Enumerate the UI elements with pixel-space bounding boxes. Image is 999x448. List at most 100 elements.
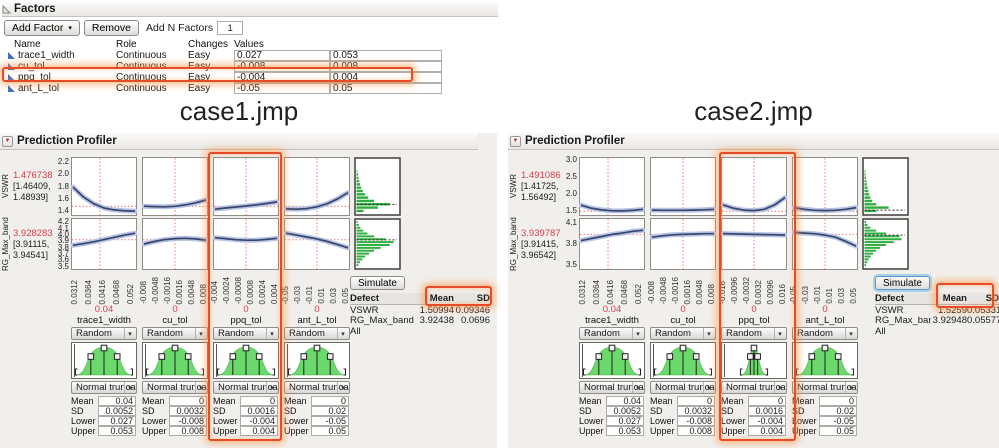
random-dropdown-trace1_width[interactable]: Random ▾ — [579, 327, 645, 340]
random-dropdown-ppq_tol[interactable]: Random ▾ — [721, 327, 787, 340]
field-value-input[interactable]: -0.008 — [677, 416, 715, 426]
distribution-dropdown-ppq_tol[interactable]: Normal trunca ▾ — [721, 381, 787, 394]
field-value-input[interactable]: 0 — [311, 396, 349, 406]
random-dropdown-ant_L_tol[interactable]: Random ▾ — [284, 327, 350, 340]
distribution-dropdown-ant_L_tol[interactable]: Normal truncat ▾ — [792, 381, 858, 394]
field-value-input[interactable]: 0.0052 — [606, 406, 644, 416]
profile-plot-VSWR-ppq_tol[interactable] — [213, 157, 279, 216]
simulate-button[interactable]: Simulate — [350, 276, 405, 290]
profile-plot-RG_Max_band-ppq_tol[interactable] — [213, 218, 279, 270]
distribution-editor-trace1_width[interactable] — [71, 342, 137, 379]
field-value-input[interactable]: 0 — [819, 396, 857, 406]
distribution-editor-ant_L_tol[interactable] — [284, 342, 350, 379]
defect-mean: 3.92438 — [419, 315, 454, 327]
factor-low-value[interactable]: -0.004 — [234, 72, 330, 83]
random-dropdown-cu_tol[interactable]: Random ▾ — [142, 327, 208, 340]
field-value-input[interactable]: 0.0032 — [677, 406, 715, 416]
distribution-editor-cu_tol[interactable] — [142, 342, 208, 379]
factor-row-ppq_tol[interactable]: ppq_tol Continuous Easy -0.004 0.004 — [4, 72, 496, 83]
field-value-input[interactable]: 0.008 — [677, 426, 715, 436]
field-value-input[interactable]: -0.008 — [169, 416, 207, 426]
field-value-input[interactable]: 0.02 — [819, 406, 857, 416]
factor-high-value[interactable]: 0.05 — [330, 83, 442, 94]
factors-header[interactable]: Factors — [2, 2, 498, 17]
distribution-dropdown-ppq_tol[interactable]: Normal trunca ▾ — [213, 381, 279, 394]
field-value-input[interactable]: 0.053 — [606, 426, 644, 436]
disclosure-icon[interactable] — [2, 4, 11, 14]
field-value-input[interactable]: 0 — [748, 396, 786, 406]
field-value-input[interactable]: 0.027 — [98, 416, 136, 426]
factor-low-value[interactable]: 0.027 — [234, 50, 330, 61]
profiler-header[interactable]: ▼ Prediction Profiler — [508, 133, 999, 150]
field-value-input[interactable]: 0 — [169, 396, 207, 406]
field-value-input[interactable]: 0.0052 — [98, 406, 136, 416]
field-value-input[interactable]: 0.04 — [98, 396, 136, 406]
field-value-input[interactable]: 0.004 — [748, 426, 786, 436]
factor-row-cu_tol[interactable]: cu_tol Continuous Easy -0.008 0.008 — [4, 61, 496, 72]
random-dropdown-cu_tol[interactable]: Random ▾ — [650, 327, 716, 340]
simulate-button[interactable]: Simulate — [875, 276, 930, 290]
field-value-input[interactable]: 0 — [240, 396, 278, 406]
profile-plot-RG_Max_band-ant_L_tol[interactable] — [284, 218, 350, 270]
add-factor-button[interactable]: Add Factor ▾ — [4, 20, 80, 36]
field-value-input[interactable]: 0.05 — [819, 426, 857, 436]
disclosure-icon[interactable]: ▼ — [510, 135, 521, 147]
distribution-editor-trace1_width[interactable] — [579, 342, 645, 379]
distribution-dropdown-cu_tol[interactable]: Normal trunca ▾ — [650, 381, 716, 394]
distribution-dropdown-cu_tol[interactable]: Normal trunca ▾ — [142, 381, 208, 394]
distribution-dropdown-trace1_width[interactable]: Normal trunca ▾ — [71, 381, 137, 394]
profile-plot-RG_Max_band-ppq_tol[interactable] — [721, 218, 787, 270]
x-tick-label: 0.052 — [125, 283, 135, 304]
profile-plot-VSWR-ppq_tol[interactable] — [721, 157, 787, 216]
field-value-input[interactable]: 0.0016 — [240, 406, 278, 416]
factor-high-value[interactable]: 0.053 — [330, 50, 442, 61]
factor-low-value[interactable]: -0.008 — [234, 61, 330, 72]
field-value-input[interactable]: -0.004 — [748, 416, 786, 426]
current-value-ant_L_tol: 0 — [314, 304, 320, 315]
field-value-input[interactable]: 0.053 — [98, 426, 136, 436]
chevron-down-icon: ▾ — [632, 328, 643, 339]
factor-name-ant_L_tol: ant_L_tol — [297, 315, 337, 326]
factor-high-value[interactable]: 0.004 — [330, 72, 442, 83]
distribution-editor-ppq_tol[interactable] — [213, 342, 279, 379]
field-value-input[interactable]: 0.0016 — [748, 406, 786, 416]
profile-plot-VSWR-cu_tol[interactable] — [650, 157, 716, 216]
distribution-editor-cu_tol[interactable] — [650, 342, 716, 379]
profile-plot-RG_Max_band-cu_tol[interactable] — [650, 218, 716, 270]
distribution-editor-ant_L_tol[interactable] — [792, 342, 858, 379]
distribution-dropdown-trace1_width[interactable]: Normal trunca ▾ — [579, 381, 645, 394]
field-value-input[interactable]: -0.05 — [311, 416, 349, 426]
profile-plot-VSWR-cu_tol[interactable] — [142, 157, 208, 216]
field-value-input[interactable]: 0.027 — [606, 416, 644, 426]
random-dropdown-ppq_tol[interactable]: Random ▾ — [213, 327, 279, 340]
profile-plot-VSWR-ant_L_tol[interactable] — [792, 157, 858, 216]
field-value-input[interactable]: -0.05 — [819, 416, 857, 426]
profile-plot-RG_Max_band-trace1_width[interactable] — [579, 218, 645, 270]
distribution-editor-ppq_tol[interactable] — [721, 342, 787, 379]
factor-row-ant_L_tol[interactable]: ant_L_tol Continuous Easy -0.05 0.05 — [4, 83, 496, 94]
field-value-input[interactable]: 0.004 — [240, 426, 278, 436]
disclosure-icon[interactable]: ▼ — [2, 135, 13, 147]
field-value-input[interactable]: 0.008 — [169, 426, 207, 436]
field-value-input[interactable]: 0.0032 — [169, 406, 207, 416]
field-value-input[interactable]: -0.004 — [240, 416, 278, 426]
profile-plot-RG_Max_band-trace1_width[interactable] — [71, 218, 137, 270]
profile-plot-VSWR-trace1_width[interactable] — [71, 157, 137, 216]
profile-plot-VSWR-trace1_width[interactable] — [579, 157, 645, 216]
field-value-input[interactable]: 0 — [677, 396, 715, 406]
profile-plot-VSWR-ant_L_tol[interactable] — [284, 157, 350, 216]
field-value-input[interactable]: 0.05 — [311, 426, 349, 436]
factor-low-value[interactable]: -0.05 — [234, 83, 330, 94]
field-value-input[interactable]: 0.04 — [606, 396, 644, 406]
profile-plot-RG_Max_band-ant_L_tol[interactable] — [792, 218, 858, 270]
remove-button[interactable]: Remove — [83, 20, 139, 36]
profiler-header[interactable]: ▼ Prediction Profiler — [0, 133, 478, 150]
random-dropdown-trace1_width[interactable]: Random ▾ — [71, 327, 137, 340]
factor-row-trace1_width[interactable]: trace1_width Continuous Easy 0.027 0.053 — [4, 50, 496, 61]
field-value-input[interactable]: 0.02 — [311, 406, 349, 416]
n-factors-input[interactable]: 1 — [217, 21, 244, 35]
factor-high-value[interactable]: 0.008 — [330, 61, 442, 72]
profile-plot-RG_Max_band-cu_tol[interactable] — [142, 218, 208, 270]
random-dropdown-ant_L_tol[interactable]: Random ▾ — [792, 327, 858, 340]
distribution-dropdown-ant_L_tol[interactable]: Normal trunca ▾ — [284, 381, 350, 394]
